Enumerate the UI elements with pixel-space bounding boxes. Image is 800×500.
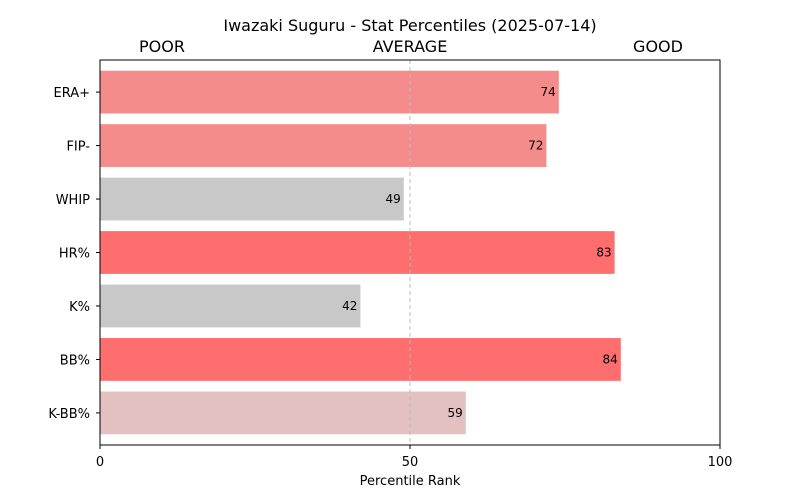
band-label-good: GOOD xyxy=(633,37,683,56)
x-tick-label: 50 xyxy=(402,455,419,470)
bar-k-bb- xyxy=(100,391,466,435)
data-label: 59 xyxy=(448,406,463,420)
y-tick-label: HR% xyxy=(59,247,90,262)
bar-k- xyxy=(100,284,361,328)
y-tick-label: K% xyxy=(69,300,90,315)
x-tick-label: 0 xyxy=(96,455,104,470)
y-tick-label: BB% xyxy=(60,353,90,368)
band-labels: POOR AVERAGE GOOD xyxy=(139,37,683,56)
data-label: 72 xyxy=(528,139,543,153)
chart-title: Iwazaki Suguru - Stat Percentiles (2025-… xyxy=(223,16,596,35)
bars xyxy=(100,70,621,435)
x-axis-label: Percentile Rank xyxy=(360,474,461,489)
bar-whip xyxy=(100,177,404,221)
data-label: 74 xyxy=(541,85,556,99)
data-labels: 74 72 49 83 42 84 59 xyxy=(342,85,618,420)
band-label-poor: POOR xyxy=(139,37,185,56)
x-tick-label: 100 xyxy=(708,455,733,470)
bar-fip- xyxy=(100,124,547,167)
data-label: 49 xyxy=(386,192,401,206)
y-tick-label: WHIP xyxy=(56,193,90,208)
data-label: 42 xyxy=(342,299,357,313)
band-label-average: AVERAGE xyxy=(373,37,448,56)
data-label: 83 xyxy=(596,246,611,260)
bar-hr- xyxy=(100,231,615,274)
y-axis: ERA+ FIP- WHIP HR% K% BB% K-BB% xyxy=(48,86,100,422)
y-tick-label: K-BB% xyxy=(48,407,90,422)
bar-bb- xyxy=(100,338,621,381)
x-axis: 0 50 100 xyxy=(96,445,733,470)
y-tick-label: FIP- xyxy=(66,140,90,155)
y-tick-label: ERA+ xyxy=(53,86,90,101)
data-label: 84 xyxy=(603,352,618,366)
bar-era- xyxy=(100,70,559,114)
